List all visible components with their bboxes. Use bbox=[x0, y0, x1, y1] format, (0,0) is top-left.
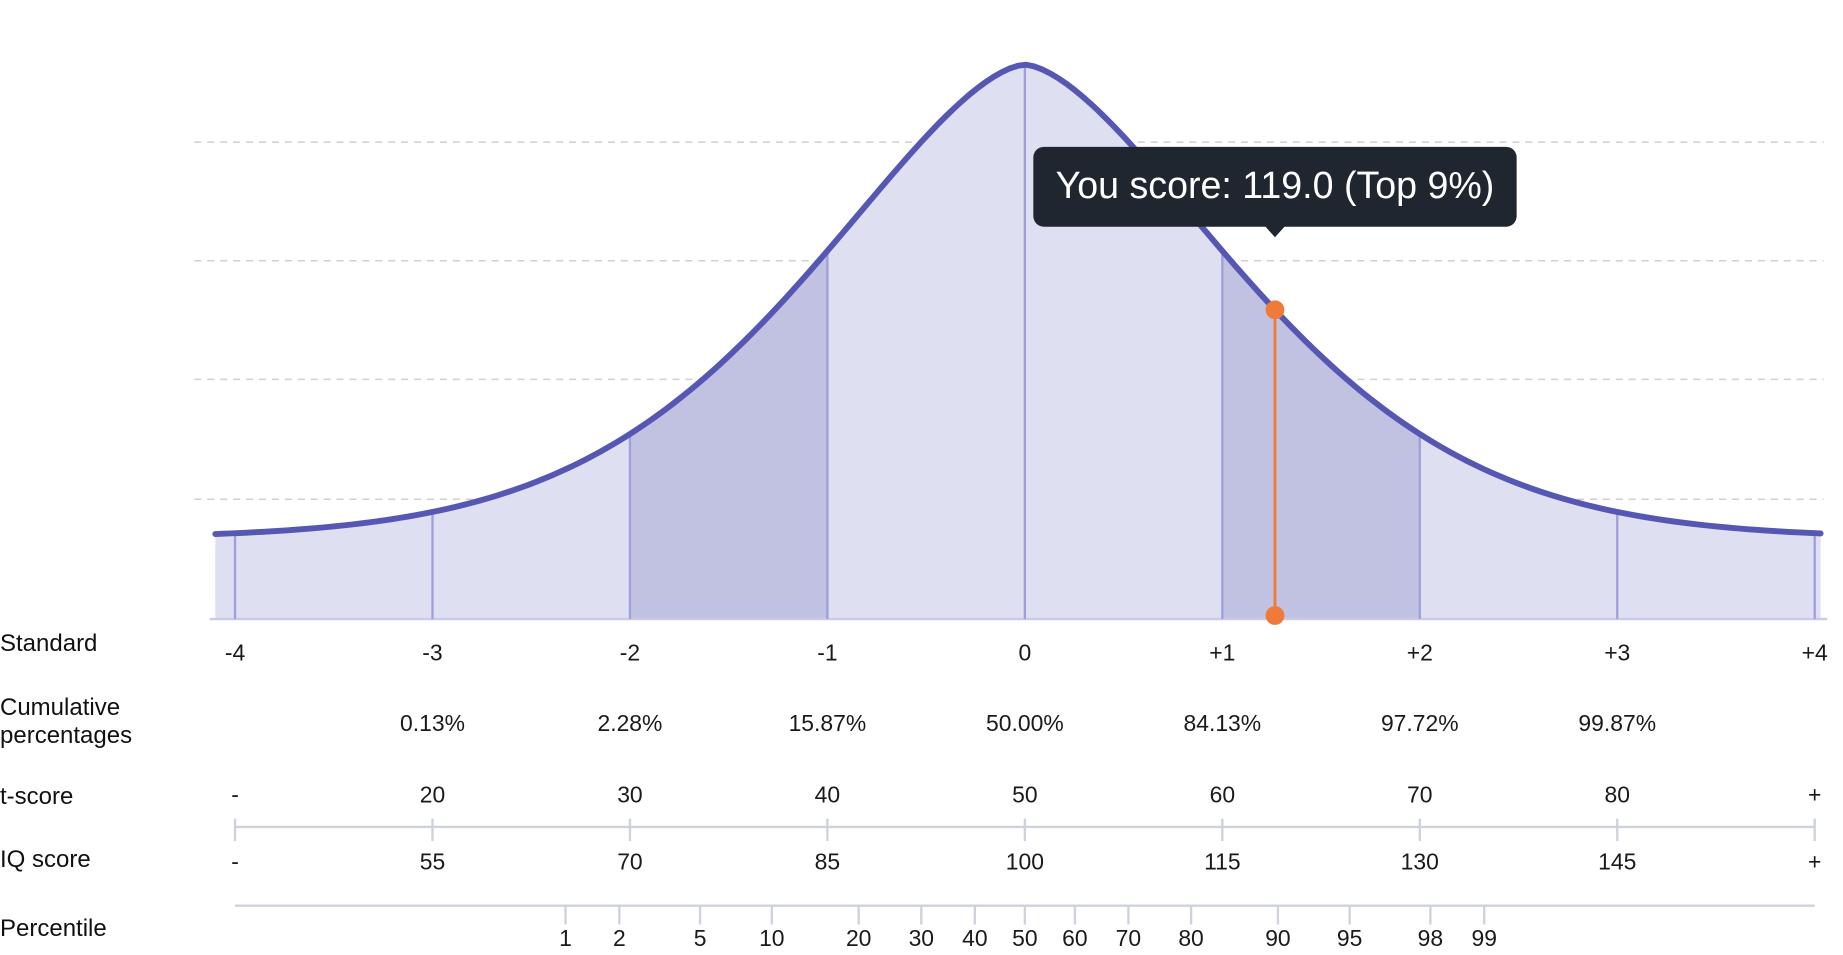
percentile-label: 20 bbox=[846, 925, 871, 951]
row-label: Percentile bbox=[0, 915, 107, 942]
row-value: 20 bbox=[420, 781, 445, 807]
x-tick-label: +1 bbox=[1209, 639, 1235, 665]
row-value: 115 bbox=[1204, 848, 1241, 874]
percentile-label: 90 bbox=[1265, 925, 1290, 951]
row-value: 145 bbox=[1598, 848, 1636, 874]
x-tick-label: +3 bbox=[1604, 639, 1630, 665]
score-dot bbox=[1265, 300, 1285, 320]
curve bbox=[212, 61, 1824, 537]
percentile-label: 2 bbox=[613, 925, 626, 951]
row-value: - bbox=[231, 848, 239, 874]
row-label: Cumulative percentages bbox=[0, 694, 133, 749]
row-value: 40 bbox=[815, 781, 840, 807]
row-value: 97.72% bbox=[1381, 710, 1459, 736]
row-value: 130 bbox=[1401, 848, 1439, 874]
tooltip-pointer bbox=[1264, 225, 1286, 238]
shaded-band bbox=[1222, 250, 1420, 620]
row-value: + bbox=[1808, 848, 1821, 874]
row-value: 30 bbox=[617, 781, 642, 807]
percentile-label: 40 bbox=[962, 925, 987, 951]
row-label: IQ score bbox=[0, 846, 91, 873]
row-value: + bbox=[1808, 781, 1821, 807]
x-tick-label: -1 bbox=[817, 639, 837, 665]
tooltip: You score: 119.0 (Top 9%) bbox=[1033, 146, 1517, 238]
percentile-label: 30 bbox=[909, 925, 934, 951]
row-value: 70 bbox=[1407, 781, 1432, 807]
percentile-label: 60 bbox=[1062, 925, 1087, 951]
row-value: 60 bbox=[1210, 781, 1235, 807]
curve-area bbox=[215, 64, 1821, 620]
x-tick-label: -3 bbox=[422, 639, 442, 665]
percentile-label: 70 bbox=[1116, 925, 1141, 951]
percentile-label: 1 bbox=[559, 925, 572, 951]
row-value: 70 bbox=[617, 848, 642, 874]
tooltip-box bbox=[1033, 146, 1517, 227]
percentile-label: 80 bbox=[1178, 925, 1203, 951]
x-tick-label: +2 bbox=[1407, 639, 1433, 665]
percentile-label: 99 bbox=[1471, 925, 1496, 951]
row-value: 85 bbox=[815, 848, 840, 874]
row-value: 100 bbox=[1006, 848, 1044, 874]
x-tick-label: -2 bbox=[620, 639, 640, 665]
percentile-label: 10 bbox=[759, 925, 784, 951]
row-value: 55 bbox=[420, 848, 445, 874]
row-value: 2.28% bbox=[597, 710, 662, 736]
x-tick-label: +4 bbox=[1802, 639, 1828, 665]
percentile-label: 5 bbox=[694, 925, 707, 951]
row-value: 80 bbox=[1605, 781, 1630, 807]
x-tick-label: -4 bbox=[225, 639, 246, 665]
tooltip-text: You score: 119.0 (Top 9%) bbox=[1056, 164, 1495, 206]
row-value: 50 bbox=[1012, 781, 1037, 807]
percentile-label: 50 bbox=[1012, 925, 1037, 951]
row-value: 50.00% bbox=[986, 710, 1064, 736]
row-value: 0.13% bbox=[400, 710, 465, 736]
percentile-label: 95 bbox=[1337, 925, 1362, 951]
x-tick-label: 0 bbox=[1019, 639, 1032, 665]
row-value: 99.87% bbox=[1578, 710, 1656, 736]
score-dot bbox=[1265, 606, 1285, 625]
percentile-label: 98 bbox=[1418, 925, 1443, 951]
row-value: 15.87% bbox=[789, 710, 867, 736]
row-label: Standard bbox=[0, 630, 98, 657]
shaded-band bbox=[629, 250, 828, 620]
row-value: 84.13% bbox=[1184, 710, 1262, 736]
row-value: - bbox=[231, 781, 239, 807]
row-label: t-score bbox=[0, 783, 74, 810]
